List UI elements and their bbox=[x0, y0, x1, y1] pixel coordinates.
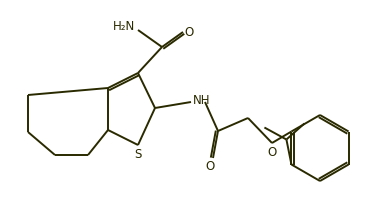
Text: O: O bbox=[267, 146, 277, 159]
Text: H₂N: H₂N bbox=[113, 21, 135, 33]
Text: O: O bbox=[184, 25, 194, 38]
Text: NH: NH bbox=[193, 95, 211, 108]
Text: O: O bbox=[205, 160, 215, 173]
Text: S: S bbox=[134, 148, 142, 160]
